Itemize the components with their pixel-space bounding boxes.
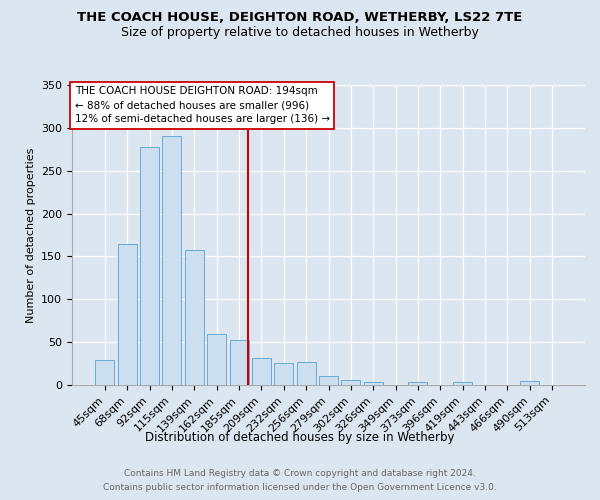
Bar xyxy=(296,362,316,385)
Bar xyxy=(140,146,159,385)
Bar xyxy=(520,380,539,385)
Bar xyxy=(163,136,181,385)
Bar xyxy=(207,334,226,385)
Bar xyxy=(319,376,338,385)
Bar xyxy=(409,382,427,385)
Text: Contains HM Land Registry data © Crown copyright and database right 2024.: Contains HM Land Registry data © Crown c… xyxy=(124,468,476,477)
Bar xyxy=(95,360,115,385)
Bar xyxy=(341,380,361,385)
Bar xyxy=(252,358,271,385)
Text: THE COACH HOUSE DEIGHTON ROAD: 194sqm
← 88% of detached houses are smaller (996): THE COACH HOUSE DEIGHTON ROAD: 194sqm ← … xyxy=(74,86,329,124)
Text: Distribution of detached houses by size in Wetherby: Distribution of detached houses by size … xyxy=(145,431,455,444)
Y-axis label: Number of detached properties: Number of detached properties xyxy=(26,148,35,322)
Text: Contains public sector information licensed under the Open Government Licence v3: Contains public sector information licen… xyxy=(103,484,497,492)
Bar xyxy=(274,362,293,385)
Bar xyxy=(185,250,204,385)
Bar xyxy=(230,340,248,385)
Bar xyxy=(364,382,383,385)
Bar xyxy=(118,244,137,385)
Text: THE COACH HOUSE, DEIGHTON ROAD, WETHERBY, LS22 7TE: THE COACH HOUSE, DEIGHTON ROAD, WETHERBY… xyxy=(77,11,523,24)
Text: Size of property relative to detached houses in Wetherby: Size of property relative to detached ho… xyxy=(121,26,479,39)
Bar xyxy=(453,382,472,385)
